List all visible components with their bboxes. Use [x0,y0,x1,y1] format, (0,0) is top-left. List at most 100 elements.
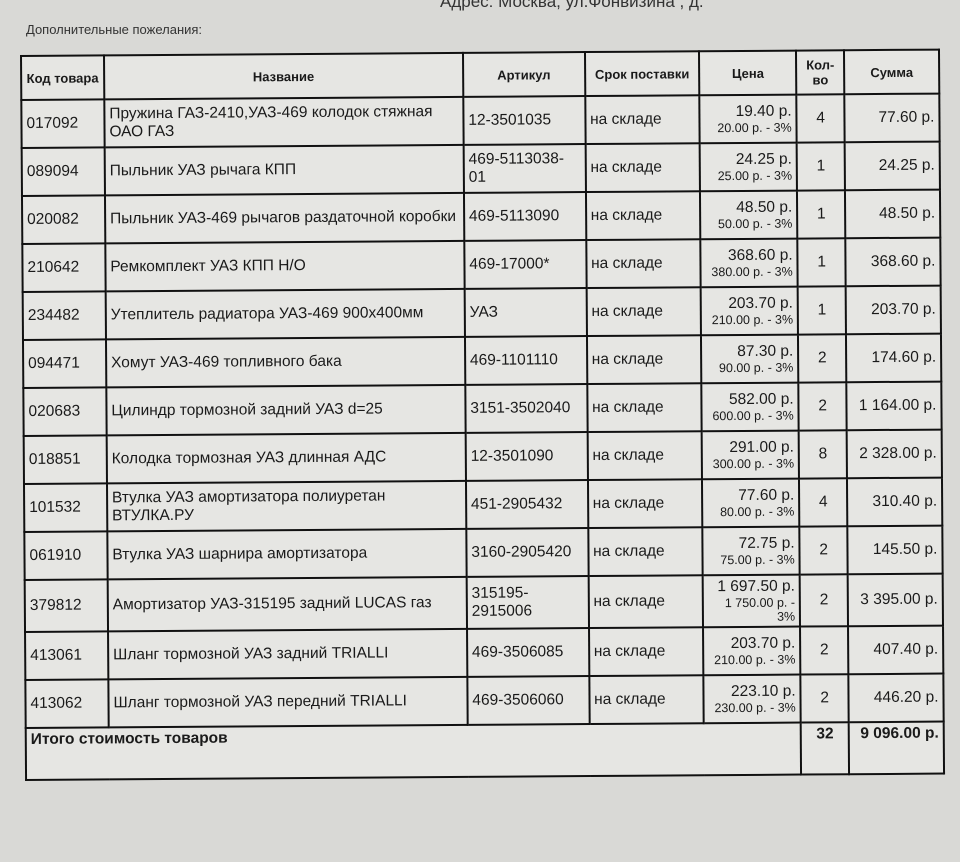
price-value: 77.60 р. [738,486,795,504]
price-cell: 582.00 р. 600.00 р. - 3% [701,382,799,432]
table-row: 413062 Шланг тормозной УАЗ передний TRIA… [25,673,944,728]
column-header: Сумма [844,49,940,95]
price-note: 1 750.00 р. - 3% [724,595,796,624]
price-cell: 87.30 р. 90.00 р. - 3% [701,334,799,384]
price-cell: 291.00 р. 300.00 р. - 3% [702,430,800,480]
price-value: 72.75 р. [738,534,795,552]
price-note: 20.00 р. - 3% [717,120,792,136]
code-cell: 094471 [22,339,107,388]
term-cell: на складе [587,431,703,481]
table-row: 094471 Хомут УАЗ-469 топливного бака 469… [22,333,942,388]
price-note: 380.00 р. - 3% [711,264,793,280]
table-row: 413061 Шланг тормозной УАЗ задний TRIALL… [25,625,944,680]
table-row: 061910 Втулка УАЗ шарнира амортизатора 3… [24,525,943,580]
qty-cell: 1 [797,238,846,287]
column-header: Срок поставки [584,51,700,97]
price-cell: 203.70 р. 210.00 р. - 3% [701,286,799,336]
price-value: 48.50 р. [736,198,793,217]
qty-cell: 1 [797,286,847,335]
table-row: 018851 Колодка тормозная УАЗ длинная АДС… [23,429,942,484]
article-cell: 469-3506085 [466,628,589,677]
term-cell: на складе [586,335,702,385]
price-note: 300.00 р. - 3% [712,456,795,472]
price-note: 210.00 р. - 3% [711,312,794,328]
article-cell: 469-5113090 [463,192,586,241]
sum-cell: 145.50 р. [847,525,943,575]
price-value: 24.25 р. [735,150,792,169]
code-cell: 061910 [24,531,108,580]
name-cell: Амортизатор УАЗ-315195 задний LUCAS газ [107,576,467,632]
sum-cell: 1 164.00 р. [846,381,942,431]
qty-cell: 2 [798,334,847,383]
column-header: Код товара [21,55,105,100]
total-label: Итого стоимость товаров [25,722,802,780]
sum-cell: 368.60 р. [845,237,941,287]
price-note: 600.00 р. - 3% [712,408,794,424]
code-cell: 234482 [22,291,106,340]
price-note: 230.00 р. - 3% [714,700,796,716]
code-cell: 379812 [24,579,108,632]
term-cell: на складе [588,575,704,629]
price-value: 1 697.50 р. [717,577,795,596]
article-cell: 315195-2915006 [466,576,589,629]
article-cell: 12-3501090 [465,432,588,481]
price-note: 75.00 р. - 3% [720,552,795,568]
name-cell: Пружина ГАЗ-2410,УАЗ-469 колодок стяжная… [104,96,464,148]
price-cell: 77.60 р. 80.00 р. - 3% [702,478,800,528]
price-cell: 368.60 р. 380.00 р. - 3% [700,238,798,288]
qty-cell: 1 [797,190,846,239]
column-header: Цена [699,50,797,96]
qty-cell: 2 [799,526,848,575]
address-line: Адрес: Москва, ул.Фонвизина , д. [440,0,704,11]
table-row: 020683 Цилиндр тормозной задний УАЗ d=25… [23,381,942,436]
code-cell: 020683 [23,387,107,436]
sum-cell: 77.60 р. [844,93,940,143]
table-row: 020082 Пыльник УАЗ-469 рычагов раздаточн… [21,189,941,244]
column-header: Название [103,52,464,100]
qty-cell: 2 [800,674,849,723]
name-cell: Цилиндр тормозной задний УАЗ d=25 [106,384,466,436]
code-cell: 413061 [25,631,109,680]
sum-cell: 24.25 р. [844,141,940,191]
column-header: Кол-во [796,50,845,95]
article-cell: 12-3501035 [463,96,586,145]
qty-cell: 4 [799,478,848,527]
price-value: 19.40 р. [735,102,792,121]
sum-cell: 310.40 р. [847,477,943,527]
term-cell: на складе [588,627,704,677]
code-cell: 020082 [21,195,106,244]
price-value: 582.00 р. [728,390,794,409]
article-cell: 469-1101110 [464,336,587,385]
term-cell: на складе [586,287,702,337]
price-value: 291.00 р. [729,438,795,457]
price-cell: 19.40 р. 20.00 р. - 3% [699,94,797,144]
column-header: Артикул [462,52,585,97]
term-cell: на складе [587,527,704,577]
price-cell: 72.75 р. 75.00 р. - 3% [702,526,800,576]
table-row: 089094 Пыльник УАЗ рычага КПП 469-511303… [21,141,940,196]
name-cell: Пыльник УАЗ-469 рычагов раздаточной коро… [104,192,465,244]
name-cell: Шланг тормозной УАЗ передний TRIALLI [108,676,468,728]
price-cell: 48.50 р. 50.00 р. - 3% [700,190,798,240]
name-cell: Колодка тормозная УАЗ длинная АДС [106,432,466,484]
qty-cell: 2 [798,382,847,431]
price-value: 223.10 р. [730,682,796,701]
price-value: 368.60 р. [727,246,793,265]
price-note: 90.00 р. - 3% [718,360,794,376]
qty-cell: 2 [799,574,849,627]
table-row: 379812 Амортизатор УАЗ-315195 задний LUC… [24,573,944,632]
name-cell: Пыльник УАЗ рычага КПП [104,144,464,196]
name-cell: Втулка УАЗ амортизатора полиуретан ВТУЛК… [106,480,467,532]
name-cell: Ремкомплект УАЗ КПП Н/О [105,240,465,292]
article-cell: УАЗ [464,288,587,337]
term-cell: на складе [588,675,705,725]
price-note: 50.00 р. - 3% [717,216,793,232]
term-cell: на складе [586,383,703,433]
code-cell: 210642 [22,243,106,292]
wishes-label: Дополнительные пожелания: [26,22,203,37]
name-cell: Хомут УАЗ-469 топливного бака [105,336,466,388]
code-cell: 101532 [23,483,108,532]
sum-cell: 174.60 р. [846,333,942,383]
term-cell: на складе [584,95,701,145]
table-row: 234482 Утеплитель радиатора УАЗ-469 900х… [22,285,941,340]
